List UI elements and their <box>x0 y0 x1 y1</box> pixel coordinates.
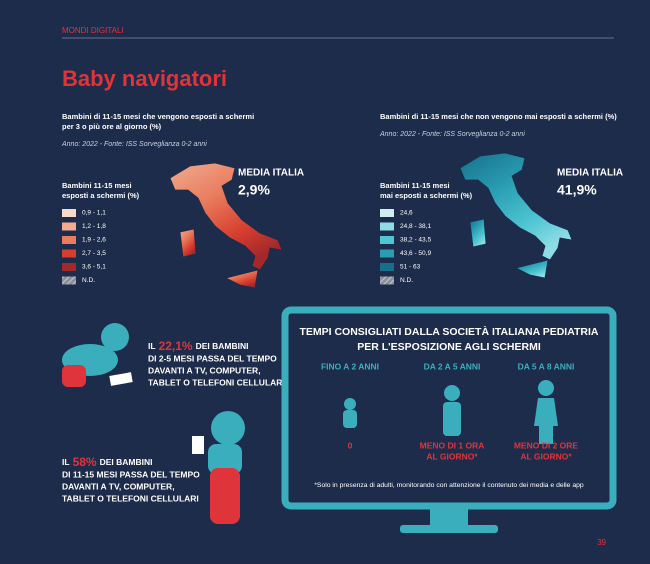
legend-swatch <box>62 276 76 285</box>
legend-label: 43,6 - 50,9 <box>400 250 431 257</box>
legend-label: 1,2 - 1,8 <box>82 223 106 230</box>
legend-label: 38,2 - 43,5 <box>400 237 431 244</box>
column-age: DA 5 A 8 ANNI <box>518 361 575 371</box>
section-label: MONDI DIGITALI <box>62 26 124 35</box>
legend-swatch <box>380 236 394 244</box>
legend-swatch <box>62 236 76 244</box>
monitor-title: PER L'ESPOSIZIONE AGLI SCHERMI <box>357 341 541 353</box>
map-italy <box>459 152 573 279</box>
legend-label: 24,6 <box>400 210 413 217</box>
column-time: MENO DI 2 ORE <box>514 440 579 450</box>
column-time: AL GIORNO* <box>520 451 572 461</box>
legend-label: 0,9 - 1,1 <box>82 210 106 217</box>
map-subtitle: Bambini di 11-15 mesi che non vengono ma… <box>380 112 617 121</box>
column-time: AL GIORNO* <box>426 451 478 461</box>
legend-title: esposti a schermi (%) <box>62 191 140 200</box>
legend-label: 2,7 - 3,5 <box>82 250 106 257</box>
fact-line: DAVANTI A TV, COMPUTER, <box>62 481 175 491</box>
legend-label: N.D. <box>400 277 413 284</box>
fact-text: IL 22,1% DEI BAMBINI <box>148 339 248 353</box>
fact-line: DEI BAMBINI <box>100 457 153 467</box>
column-age: FINO A 2 ANNI <box>321 361 379 371</box>
fact-line: DEI BAMBINI <box>196 341 249 351</box>
fact-highlight: 58% <box>73 455 97 469</box>
legend-title: Bambini 11-15 mesi <box>380 181 450 190</box>
map-subtitle: per 3 o più ore al giorno (%) <box>62 122 162 131</box>
legend-label: 3,6 - 5,1 <box>82 264 106 271</box>
average-value: 2,9% <box>238 182 270 198</box>
page-number: 39 <box>597 538 606 547</box>
legend-swatch <box>62 249 76 258</box>
legend-label: N.D. <box>82 277 95 284</box>
legend-swatch <box>380 222 394 231</box>
legend-title: Bambini 11-15 mesi <box>62 181 132 190</box>
fact-line: DAVANTI A TV, COMPUTER, <box>148 365 261 375</box>
fact-highlight: 22,1% <box>159 339 193 353</box>
title: Baby navigatori <box>62 66 227 91</box>
fact-line: TABLET O TELEFONI CELLULARI <box>148 377 285 387</box>
average-label: MEDIA ITALIA <box>557 168 623 179</box>
fact-line: TABLET O TELEFONI CELLULARI <box>62 493 199 503</box>
fact-line: DI 11-15 MESI PASSA DEL TEMPO <box>62 469 200 479</box>
baby-illustration <box>62 323 133 387</box>
legend-swatch <box>62 209 76 217</box>
column-time: MENO DI 1 ORA <box>420 440 485 450</box>
monitor <box>281 306 617 533</box>
legend-swatch <box>380 209 394 217</box>
fact-prefix: IL <box>62 457 70 467</box>
legend-swatch <box>62 222 76 231</box>
map-subtitle: Bambini di 11-15 mesi che vengono espost… <box>62 112 254 121</box>
monitor-title: TEMPI CONSIGLIATI DALLA SOCIETÀ ITALIANA… <box>299 325 598 338</box>
legend-swatch <box>380 263 394 271</box>
column-time: 0 <box>348 440 353 450</box>
fact-text: IL 58% DEI BAMBINI <box>62 455 152 469</box>
legend-label: 1,9 - 2,6 <box>82 237 106 244</box>
map-source: Anno: 2022 - Fonte: ISS Sorveglianza 0-2… <box>379 131 525 138</box>
fact-prefix: IL <box>148 341 156 351</box>
map-source: Anno: 2022 - Fonte: ISS Sorveglianza 0-2… <box>61 141 207 148</box>
average-value: 41,9% <box>557 182 597 198</box>
legend-label: 51 - 63 <box>400 264 421 271</box>
legend-label: 24,8 - 38,1 <box>400 223 431 230</box>
legend-swatch <box>380 276 394 285</box>
monitor-note: *Solo in presenza di adulti, monitorando… <box>314 482 584 489</box>
legend-swatch <box>380 249 394 258</box>
legend-swatch <box>62 263 76 271</box>
toddler-illustration <box>192 411 245 524</box>
fact-line: DI 2-5 MESI PASSA DEL TEMPO <box>148 353 277 363</box>
average-label: MEDIA ITALIA <box>238 168 304 179</box>
column-age: DA 2 A 5 ANNI <box>424 361 481 371</box>
legend-title: mai esposti a schermi (%) <box>380 191 473 200</box>
